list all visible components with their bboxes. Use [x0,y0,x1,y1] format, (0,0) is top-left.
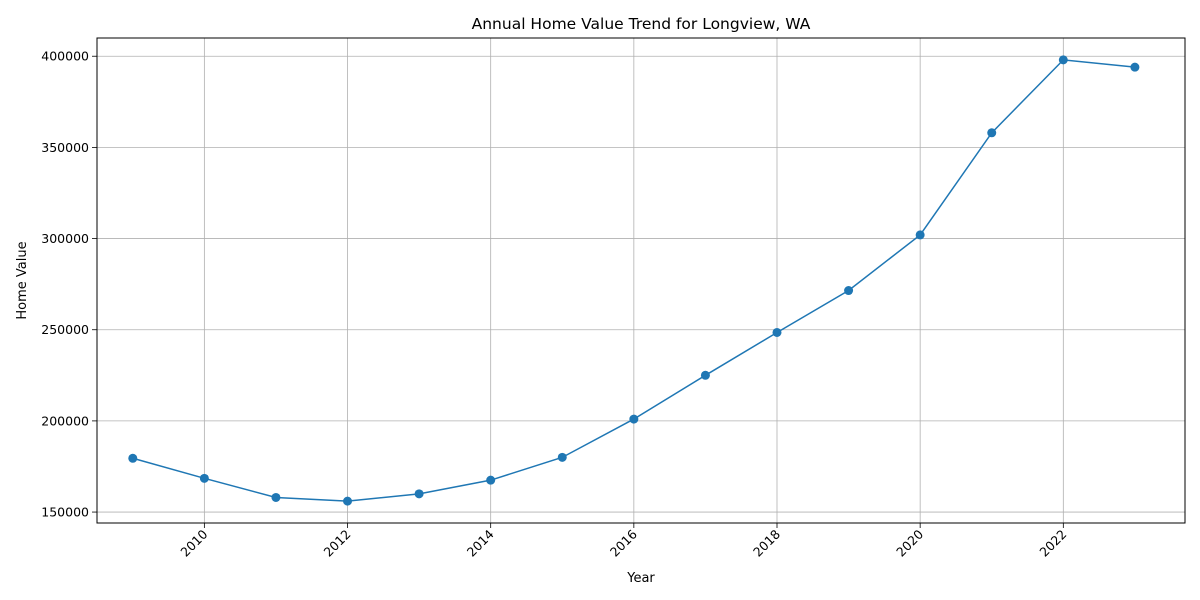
data-point [199,473,209,483]
data-point [772,327,782,337]
data-point [128,453,138,463]
y-tick-label: 200000 [41,413,89,428]
data-point [915,230,925,240]
chart-title: Annual Home Value Trend for Longview, WA [472,15,811,33]
data-point [844,286,854,296]
y-tick-label: 250000 [41,322,89,337]
y-tick-label: 150000 [41,505,89,520]
plot-frame [96,37,1186,524]
series-layer [128,55,1140,506]
y-tick-label: 400000 [41,49,89,64]
data-point [987,128,997,138]
x-axis-label: Year [626,571,655,586]
data-point [557,452,567,462]
data-point [629,414,639,424]
data-point [1058,55,1068,65]
data-point [343,496,353,506]
data-point [414,489,424,499]
data-point [700,370,710,380]
data-point [271,492,281,502]
data-point [1130,62,1140,72]
y-tick-label: 350000 [41,140,89,155]
y-axis-ticks: 150000 200000 250000 300000 350000 400000 [41,49,97,520]
grid-lines [97,38,1185,523]
y-axis-label: Home Value [15,241,30,319]
y-tick-label: 300000 [41,231,89,246]
data-point [486,475,496,485]
